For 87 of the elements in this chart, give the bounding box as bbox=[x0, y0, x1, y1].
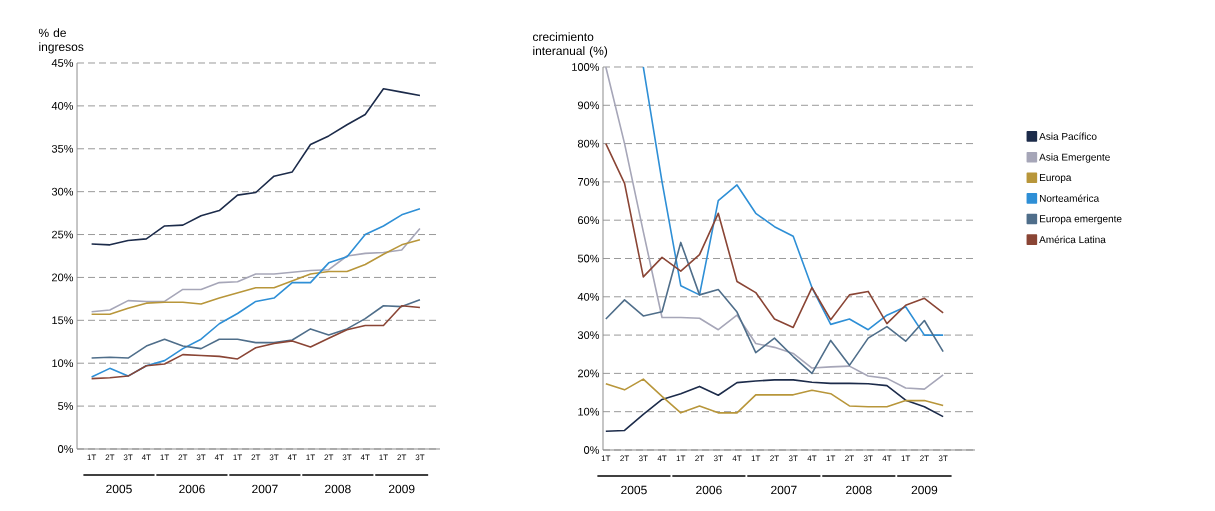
text: 2009 bbox=[388, 484, 415, 494]
x-tick-label: 1T bbox=[306, 454, 315, 461]
text: 2006 bbox=[179, 484, 205, 494]
x-tick-label: 3T bbox=[342, 454, 352, 461]
y-tick-label: 35% bbox=[51, 144, 74, 153]
y-tick-label: 10% bbox=[578, 407, 600, 416]
legend-label: Asia Emergente bbox=[1039, 153, 1110, 163]
x-tick-label: 3T bbox=[638, 455, 648, 462]
x-tick-label: 1T bbox=[87, 454, 97, 461]
y-tick-label: 60% bbox=[578, 216, 600, 225]
x-tick-label: 1T bbox=[379, 454, 388, 461]
line-series bbox=[90, 208, 421, 378]
y-tick-label: 20% bbox=[52, 273, 74, 282]
line-series bbox=[605, 142, 944, 329]
y-tick-label: 30% bbox=[577, 331, 600, 339]
y-axis-title: crecimiento interanual (%) bbox=[532, 32, 608, 58]
legend-label: Asia Pacífico bbox=[1039, 132, 1097, 140]
x-tick-label: 3T bbox=[269, 454, 279, 461]
line-series bbox=[605, 66, 944, 390]
x-tick-label: 4T bbox=[882, 455, 892, 462]
x-tick-label: 3T bbox=[863, 455, 873, 462]
text: 2007 bbox=[252, 484, 278, 494]
x-tick-label: 2T bbox=[695, 455, 704, 462]
text: 2009 bbox=[911, 485, 938, 495]
x-tick-label: 2T bbox=[178, 454, 188, 461]
text: 2008 bbox=[325, 484, 351, 494]
y-tick-label: 45% bbox=[51, 59, 74, 67]
x-tick-label: 4T bbox=[807, 455, 817, 462]
y-tick-label: 40% bbox=[577, 292, 600, 301]
line-series bbox=[90, 227, 421, 313]
y-tick-label: 30% bbox=[51, 187, 74, 196]
x-tick-label: 1T bbox=[601, 455, 611, 462]
x-tick-label: 2T bbox=[251, 454, 261, 461]
x-tick-label: 4T bbox=[657, 455, 667, 462]
x-tick-label: 4T bbox=[287, 454, 297, 461]
text: 2005 bbox=[621, 485, 647, 495]
y-tick-label: 80% bbox=[577, 139, 600, 148]
x-tick-label: 2T bbox=[397, 454, 407, 461]
y-tick-label: 15% bbox=[52, 316, 74, 325]
x-tick-label: 4T bbox=[360, 454, 370, 461]
y-axis-title: % de ingresos bbox=[38, 28, 84, 54]
x-tick-label: 3T bbox=[938, 455, 948, 462]
line-series bbox=[90, 298, 421, 359]
legend-label: América Latina bbox=[1039, 235, 1106, 244]
x-tick-label: 1T bbox=[751, 455, 761, 462]
y-tick-label: 70% bbox=[578, 178, 600, 186]
y-tick-label: 40% bbox=[51, 102, 74, 110]
line-series bbox=[90, 87, 421, 246]
x-tick-label: 2T bbox=[845, 455, 854, 462]
y-tick-label: 25% bbox=[52, 230, 74, 239]
x-tick-label: 2T bbox=[324, 454, 334, 461]
x-tick-label: 3T bbox=[123, 454, 133, 461]
x-tick-label: 1T bbox=[160, 454, 170, 461]
line-series bbox=[605, 379, 944, 433]
y-tick-label: 20% bbox=[578, 369, 600, 378]
x-tick-label: 4T bbox=[214, 454, 224, 461]
y-tick-label: 0% bbox=[58, 445, 74, 453]
legend-label: Europa bbox=[1039, 174, 1072, 184]
y-tick-label: 100% bbox=[572, 63, 600, 71]
x-tick-label: 1T bbox=[901, 455, 911, 462]
x-tick-label: 3T bbox=[713, 455, 723, 462]
x-tick-label: 3T bbox=[196, 454, 206, 461]
line-series bbox=[642, 66, 944, 336]
x-tick-label: 3T bbox=[415, 454, 425, 461]
legend-label: Norteamérica bbox=[1039, 194, 1100, 202]
x-tick-label: 2T bbox=[770, 455, 779, 462]
y-tick-label: 90% bbox=[577, 101, 600, 110]
x-tick-label: 2T bbox=[620, 455, 630, 462]
x-tick-label: 3T bbox=[788, 455, 798, 462]
text: 2007 bbox=[771, 485, 797, 495]
x-tick-label: 1T bbox=[826, 455, 836, 462]
line-series bbox=[605, 241, 944, 375]
x-tick-label: 2T bbox=[920, 455, 929, 462]
y-tick-label: 10% bbox=[52, 359, 74, 368]
text: 2008 bbox=[846, 485, 872, 495]
x-tick-label: 2T bbox=[105, 454, 115, 461]
x-tick-label: 1T bbox=[676, 455, 686, 462]
y-tick-label: 50% bbox=[577, 254, 600, 263]
x-tick-label: 1T bbox=[233, 454, 243, 461]
legend-label: Europa emergente bbox=[1039, 215, 1122, 225]
y-tick-label: 0% bbox=[584, 446, 600, 454]
x-tick-label: 4T bbox=[141, 454, 151, 461]
text: 2005 bbox=[106, 484, 132, 494]
line-series bbox=[90, 304, 421, 380]
y-tick-label: 5% bbox=[58, 402, 74, 410]
x-tick-label: 4T bbox=[732, 455, 742, 462]
text: 2006 bbox=[696, 485, 722, 495]
